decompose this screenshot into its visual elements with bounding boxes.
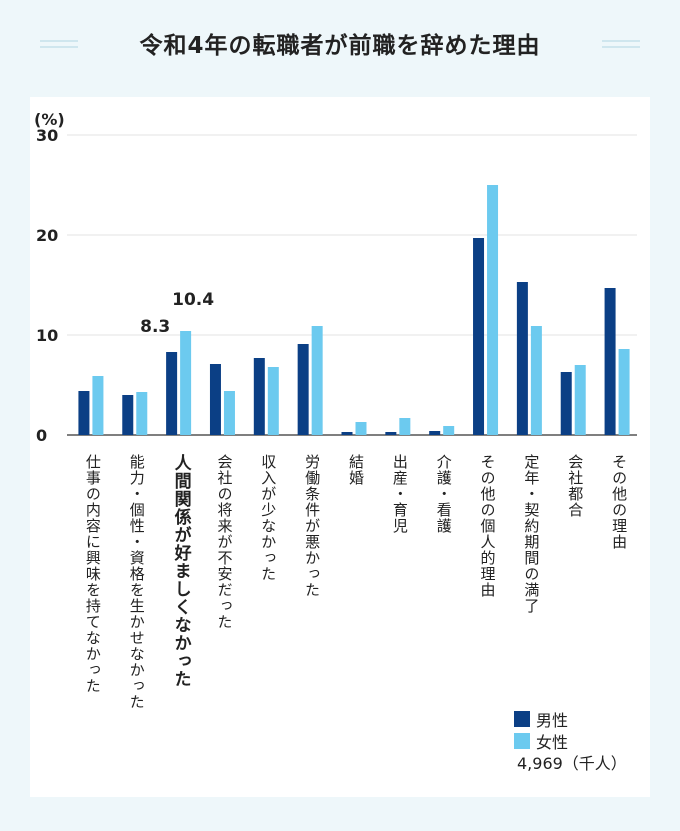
- bar-female: [443, 426, 455, 435]
- bar-female: [311, 326, 323, 435]
- bar-male: [473, 238, 485, 435]
- bar-female: [355, 422, 367, 435]
- category-label: 労働条件が悪かった: [303, 454, 321, 598]
- y-tick-label: 0: [36, 426, 47, 445]
- category-label: 結婚: [347, 454, 365, 486]
- bar-male: [516, 282, 528, 435]
- category-label: 人間関係が好ましくなかった: [171, 454, 193, 688]
- total-note: 4,969（千人）: [517, 754, 627, 773]
- category-label: その他の理由: [610, 454, 628, 550]
- bar-male: [604, 288, 616, 435]
- bar-female: [487, 185, 499, 435]
- bar-female: [223, 391, 235, 435]
- y-tick-label: 30: [36, 126, 58, 145]
- category-label: 会社都合: [566, 454, 584, 518]
- y-axis-unit: (%): [34, 110, 65, 129]
- bar-female: [267, 367, 279, 435]
- bar-male: [560, 372, 572, 435]
- bar-female: [574, 365, 586, 435]
- data-label-male: 8.3: [140, 317, 170, 337]
- bar-female: [618, 349, 630, 435]
- legend-label-male: 男性: [536, 711, 569, 730]
- bar-male: [385, 432, 397, 435]
- bar-female: [399, 418, 411, 435]
- legend: 男性 女性: [514, 708, 568, 752]
- category-label: 仕事の内容に興味を持てなかった: [84, 454, 102, 694]
- legend-label-female: 女性: [536, 733, 569, 752]
- category-label: 出産・育児: [391, 454, 409, 534]
- chart-title: 令和4年の転職者が前職を辞めた理由: [139, 33, 541, 59]
- category-label: 介護・看護: [435, 454, 453, 534]
- bar-male: [166, 352, 178, 435]
- bar-male: [297, 344, 309, 435]
- category-label: 収入が少なかった: [259, 454, 277, 582]
- category-label: 会社の将来が不安だった: [215, 454, 233, 630]
- bar-female: [136, 392, 148, 435]
- title-decoration-right: [602, 40, 640, 50]
- bar-male: [253, 358, 265, 435]
- legend-item-male: 男性: [514, 708, 568, 730]
- bar-chart: (%) 0 10 20 30 仕事の内容に興味を持てなかった 能力・個性・資格を生かせなかっ…: [34, 110, 637, 710]
- chart-card: (%) 0 10 20 30 仕事の内容に興味を持てなかった 能力・個性・資格を生かせなかっ…: [30, 97, 650, 797]
- category-label: 定年・契約期間の満了: [522, 454, 540, 614]
- bar-male: [341, 432, 353, 435]
- category-label: 能力・個性・資格を生かせなかった: [128, 454, 146, 710]
- title-decoration-left: [40, 40, 78, 50]
- legend-swatch-male: [514, 711, 530, 727]
- legend-item-female: 女性: [514, 730, 568, 752]
- bar-female: [180, 331, 192, 435]
- bar-male: [122, 395, 134, 435]
- bar-male: [209, 364, 221, 435]
- bar-male: [429, 431, 441, 435]
- data-label-female: 10.4: [172, 290, 214, 310]
- category-label: その他の個人的理由: [479, 454, 497, 598]
- legend-swatch-female: [514, 733, 530, 749]
- bar-female: [530, 326, 542, 435]
- y-tick-label: 10: [36, 326, 58, 345]
- y-tick-label: 20: [36, 226, 58, 245]
- title-area: 令和4年の転職者が前職を辞めた理由: [0, 24, 680, 68]
- bar-male: [78, 391, 90, 435]
- bar-female: [92, 376, 104, 435]
